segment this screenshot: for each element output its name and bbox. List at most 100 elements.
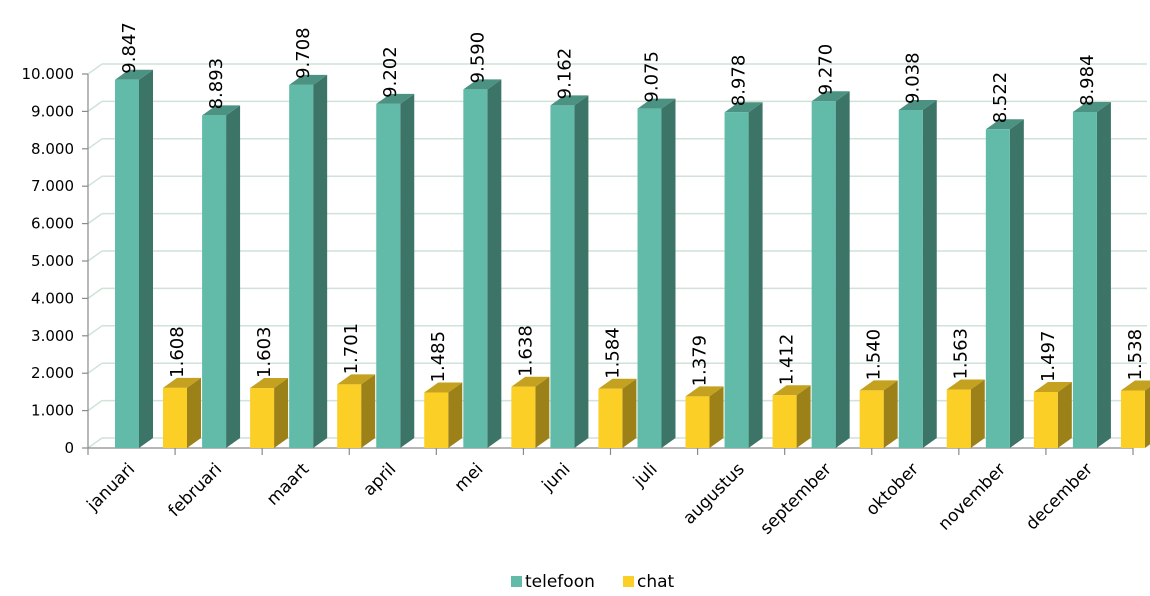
data-label-chat-februari: 1.603: [254, 327, 275, 379]
gridline-diagonal: [87, 63, 103, 75]
bar-side: [400, 93, 415, 448]
bar-chat-januari: [163, 377, 201, 448]
bar-front: [1072, 111, 1097, 448]
bar-top: [115, 69, 153, 80]
bar-side: [748, 102, 763, 448]
bar-telefoon-december: [1072, 101, 1111, 448]
legend: telefoon chat: [511, 572, 675, 592]
data-label-chat-augustus: 1.412: [777, 334, 798, 386]
bar-top: [598, 378, 637, 389]
x-tick-label: maart: [263, 459, 313, 509]
y-tick-label: 5.000: [31, 252, 74, 270]
bar-chat-juli: [685, 386, 724, 448]
bar-side: [187, 377, 201, 448]
data-label-chat-juni: 1.584: [602, 327, 623, 379]
bar-side: [226, 105, 241, 449]
bar-front: [598, 388, 623, 448]
legend-swatch-chat: [623, 576, 634, 587]
data-label-chat-januari: 1.608: [167, 326, 188, 378]
bar-front: [724, 112, 749, 448]
x-tick-label: mei: [451, 459, 488, 496]
bar-front: [376, 103, 401, 448]
x-tick-label: april: [360, 459, 401, 500]
bar-top: [985, 119, 1024, 130]
data-label-telefoon-juli: 9.075: [642, 51, 663, 103]
data-label-chat-juli: 1.379: [690, 335, 711, 387]
legend-swatch-telefoon: [511, 576, 522, 587]
x-tick-label: juli: [629, 459, 661, 491]
gridline-diagonal: [87, 287, 103, 300]
bar-side: [487, 79, 502, 449]
bar-telefoon-maart: [289, 74, 328, 448]
gridline-diagonal: [87, 325, 103, 337]
bar-telefoon-april: [376, 93, 415, 448]
bar-telefoon-mei: [463, 79, 502, 449]
bar-side: [709, 386, 724, 448]
data-label-telefoon-december: 8.984: [1077, 54, 1098, 106]
bar-top: [289, 74, 328, 85]
x-tick-label: augustus: [679, 459, 748, 528]
bar-top: [772, 385, 811, 396]
bar-front: [1033, 392, 1058, 448]
data-label-chat-oktober: 1.563: [951, 328, 972, 380]
bar-chat-juni: [598, 378, 637, 448]
bar-front: [202, 115, 227, 449]
bar-side: [448, 382, 463, 448]
y-tick-label: 0: [64, 439, 74, 457]
bar-side: [1057, 382, 1072, 448]
bar-side: [835, 91, 850, 448]
bar-top: [511, 376, 550, 387]
data-label-telefoon-februari: 8.893: [206, 58, 227, 110]
data-label-telefoon-april: 9.202: [380, 46, 401, 98]
bar-side: [274, 378, 289, 448]
data-label-telefoon-november: 8.522: [990, 72, 1011, 124]
bar-top: [250, 378, 289, 389]
data-label-chat-september: 1.540: [864, 329, 885, 381]
bar-chat-oktober: [946, 379, 985, 448]
y-tick-label: 7.000: [31, 177, 74, 195]
gridline-diagonal: [87, 100, 103, 113]
bar-front: [946, 389, 971, 448]
bar-side: [1096, 101, 1111, 448]
bar-telefoon-januari: [115, 69, 153, 448]
bar-top: [637, 98, 676, 109]
y-tick-label: 2.000: [31, 364, 74, 382]
bar-front: [1120, 390, 1145, 448]
bar-top: [1120, 380, 1150, 391]
bar-chat-augustus: [772, 385, 811, 448]
bar-side: [574, 95, 589, 449]
bars: [115, 69, 1150, 449]
gridline-diagonal: [87, 175, 103, 187]
bar-top: [685, 386, 724, 397]
bar-front: [337, 384, 362, 448]
data-label-telefoon-mei: 9.590: [467, 32, 488, 84]
data-label-telefoon-september: 9.270: [816, 44, 837, 96]
data-label-telefoon-augustus: 8.978: [729, 55, 750, 107]
y-tick-label: 6.000: [31, 215, 74, 233]
bar-front: [685, 396, 710, 448]
x-tick-label: juni: [538, 459, 575, 496]
bar-top: [946, 379, 985, 390]
data-label-chat-mei: 1.638: [515, 325, 536, 377]
bar-chat-maart: [337, 374, 376, 448]
bar-top: [163, 377, 201, 388]
data-label-chat-november: 1.497: [1038, 330, 1059, 382]
x-tick-label: januari: [83, 459, 139, 515]
bar-chat-februari: [250, 378, 289, 448]
bar-side: [970, 379, 985, 448]
bar-top: [1072, 101, 1111, 112]
gridline-diagonal: [87, 362, 103, 374]
gridline-diagonal: [87, 212, 103, 225]
bar-chat-september: [859, 380, 898, 448]
bar-front: [115, 79, 139, 448]
data-label-chat-december: 1.538: [1125, 329, 1146, 381]
y-tick-label: 10.000: [22, 65, 75, 83]
gridline-diagonal: [87, 138, 103, 150]
bar-top: [376, 93, 415, 104]
bar-side: [1009, 119, 1024, 449]
y-tick-label: 1.000: [31, 402, 74, 420]
bar-side: [361, 374, 376, 448]
bar-front: [424, 392, 449, 448]
bar-top: [424, 382, 463, 393]
